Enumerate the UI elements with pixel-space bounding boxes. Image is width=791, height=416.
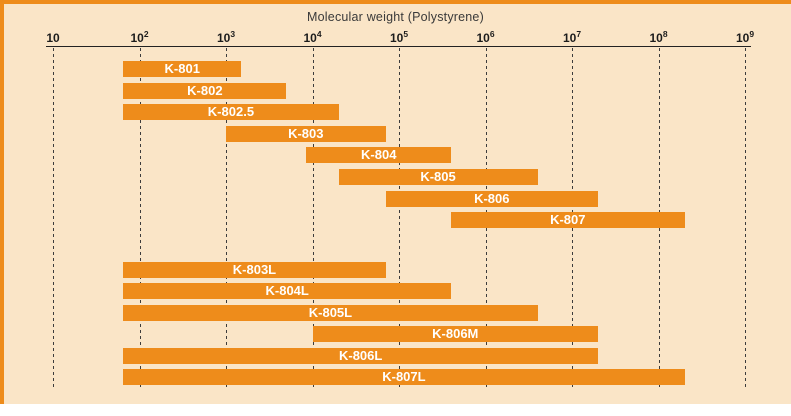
bar-label-K-806: K-806 xyxy=(474,190,510,206)
panel-left-border xyxy=(0,0,4,404)
x-tick-label-1e9: 109 xyxy=(735,29,755,45)
bar-label-K-802: K-802 xyxy=(187,82,223,98)
x-tick-label-1e4: 104 xyxy=(303,29,322,45)
gridline-1e3 xyxy=(226,48,227,390)
gridline-1e4 xyxy=(312,48,314,390)
x-tick-label-1e5: 105 xyxy=(389,29,409,45)
bar-K-805: K-805 xyxy=(338,169,538,185)
bar-label-K-802.5: K-802.5 xyxy=(207,104,255,120)
bar-K-807L: K-807L xyxy=(123,369,685,385)
x-tick-label-1e1: 10 xyxy=(46,31,60,45)
bar-K-805L: K-805L xyxy=(123,304,538,321)
bar-K-806M: K-806M xyxy=(312,326,599,343)
x-tick-label-1e6: 106 xyxy=(476,29,495,45)
bar-K-803: K-803 xyxy=(226,125,386,142)
bar-label-K-806M: K-806M xyxy=(432,326,479,342)
bar-label-K-806L: K-806L xyxy=(338,347,383,363)
bar-K-804: K-804 xyxy=(306,147,452,164)
bar-label-K-801: K-801 xyxy=(164,61,200,76)
bar-label-K-805L: K-805L xyxy=(308,304,353,320)
chart-title: Molecular weight (Polystyrene) xyxy=(307,10,484,24)
bar-label-K-803: K-803 xyxy=(288,125,324,141)
bar-label-K-803L: K-803L xyxy=(232,262,277,277)
x-tick-label-1e2: 102 xyxy=(130,29,149,45)
x-axis-tick-labels: 10 102 103 104 105 106 107 108 109 xyxy=(0,0,791,45)
gridline-1e5 xyxy=(399,48,400,390)
x-tick-label-1e7: 107 xyxy=(562,29,582,45)
bar-K-803L: K-803L xyxy=(123,262,386,278)
bar-K-804L: K-804L xyxy=(123,283,452,300)
bar-label-K-807L: K-807L xyxy=(382,369,426,384)
bar-K-802.5: K-802.5 xyxy=(123,104,339,121)
bar-K-802: K-802 xyxy=(123,82,287,99)
x-axis-line xyxy=(46,46,751,47)
bar-label-K-807: K-807 xyxy=(550,212,586,228)
bar-K-807: K-807 xyxy=(451,212,685,229)
bar-K-806L: K-806L xyxy=(123,347,599,364)
bar-label-K-804: K-804 xyxy=(361,147,397,163)
bar-K-806: K-806 xyxy=(385,190,599,207)
bar-K-801: K-801 xyxy=(123,61,242,77)
bar-label-K-805: K-805 xyxy=(420,169,456,184)
x-tick-label-1e3: 103 xyxy=(216,29,236,45)
gridline-1e9 xyxy=(745,48,746,390)
panel-top-border xyxy=(0,0,791,4)
bar-label-K-804L: K-804L xyxy=(265,283,309,299)
x-tick-label-1e8: 108 xyxy=(649,29,668,45)
gridline-1e2 xyxy=(139,48,141,390)
gridline-1e1 xyxy=(53,48,54,390)
